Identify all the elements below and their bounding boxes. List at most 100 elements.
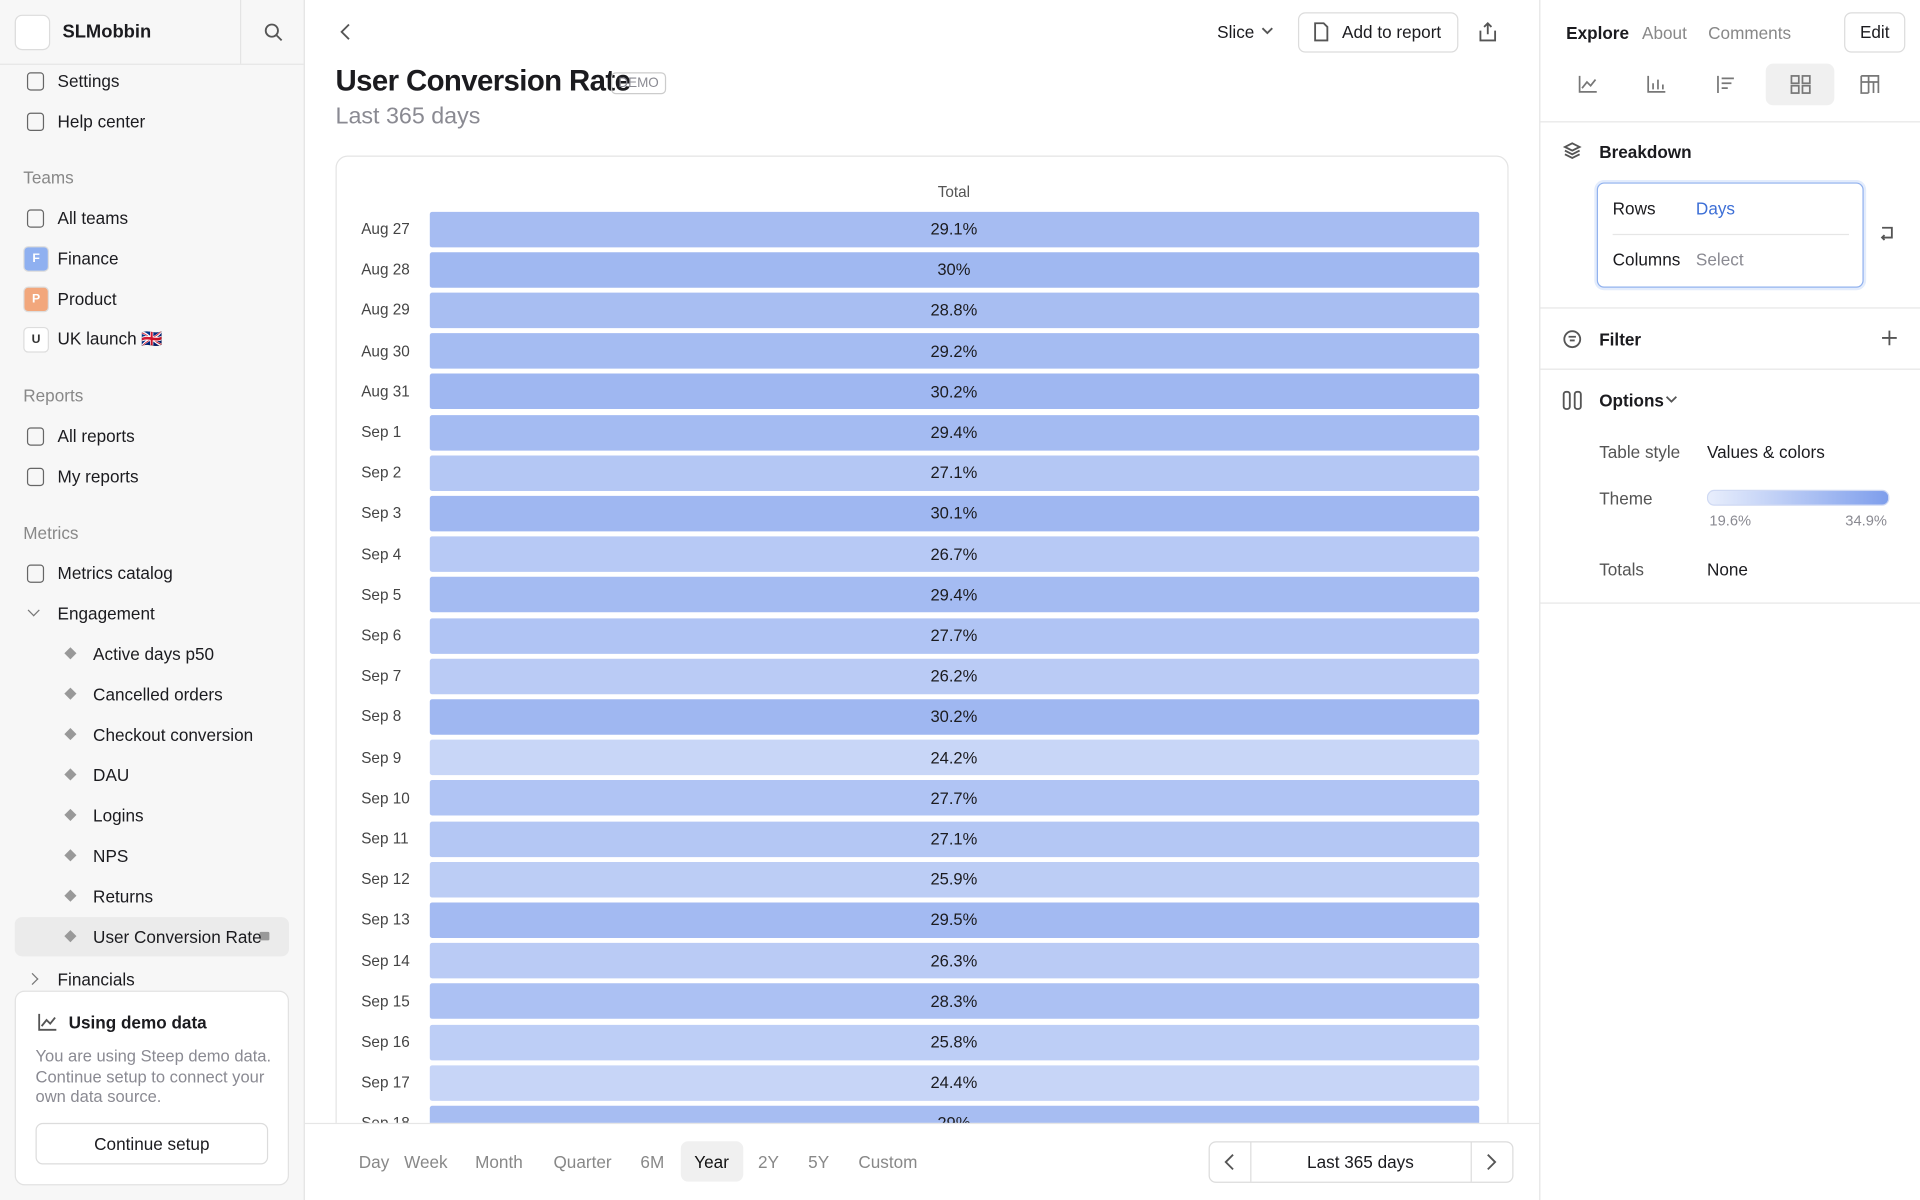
slice-dropdown[interactable]: Slice [1217, 22, 1255, 42]
workspace-icon[interactable] [14, 14, 51, 51]
range-option[interactable]: Quarter [553, 1152, 612, 1172]
chart-icon [38, 1013, 57, 1031]
add-filter[interactable] [1881, 329, 1898, 346]
metric-item[interactable]: User Conversion Rate [93, 926, 262, 947]
row-date: Sep 18 [361, 1115, 410, 1123]
nav-item[interactable]: Help center [57, 111, 146, 132]
row-date: Sep 17 [361, 1074, 410, 1092]
theme-gradient[interactable] [1706, 489, 1890, 506]
layers-icon [1562, 142, 1582, 159]
row-date: Sep 11 [361, 830, 409, 848]
demo-text: You are using Steep demo data. Continue … [35, 1046, 272, 1106]
nav-item[interactable]: UK launch 🇬🇧 [57, 328, 163, 349]
prev-icon[interactable] [1222, 1152, 1237, 1172]
heat-cell [429, 333, 1480, 369]
period-label[interactable]: Last 365 days [1307, 1152, 1414, 1172]
heat-cell [429, 211, 1480, 247]
totals-value[interactable]: None [1706, 559, 1748, 580]
row-date: Sep 14 [361, 952, 410, 970]
nav-item[interactable]: My reports [57, 466, 139, 487]
nav-icon [26, 564, 45, 583]
range-option[interactable]: 5Y [808, 1152, 830, 1172]
share-icon[interactable] [1478, 21, 1498, 43]
row-date: Sep 13 [361, 911, 410, 929]
filter-icon [1563, 330, 1582, 349]
rows-label: Rows [1612, 198, 1656, 218]
cell-value: 25.8% [930, 1032, 978, 1052]
row-date: Sep 1 [361, 423, 402, 441]
options-label[interactable]: Options [1599, 390, 1664, 411]
rows-value[interactable]: Days [1695, 198, 1736, 218]
main: Slice Add to report User Conversion Rate… [305, 0, 1539, 1123]
row-date: Sep 16 [361, 1033, 410, 1051]
back-icon[interactable] [337, 22, 354, 42]
tab[interactable]: About [1642, 23, 1687, 43]
metric-item[interactable]: Checkout conversion [93, 724, 254, 745]
right-panel: Explore About Comments Edit Breakdown Rows… [1539, 0, 1920, 1200]
nav-item[interactable]: Finance [57, 248, 119, 269]
range-option[interactable]: 6M [640, 1152, 665, 1172]
tab[interactable]: Comments [1708, 23, 1792, 43]
edit-button[interactable]: Edit [1844, 12, 1906, 53]
swap-icon[interactable] [1877, 224, 1897, 244]
cell-value: 27.1% [930, 463, 978, 483]
section-title: Metrics [23, 522, 79, 543]
filter-label: Filter [1599, 329, 1642, 349]
nav-group[interactable]: Engagement [57, 603, 155, 624]
nav-item[interactable]: All teams [57, 208, 129, 228]
nav-item[interactable]: Settings [57, 71, 120, 91]
range-option[interactable]: Year [694, 1152, 729, 1172]
heat-cell [429, 577, 1480, 613]
row-date: Sep 7 [361, 667, 402, 685]
heat-cell [429, 455, 1480, 491]
cell-value: 28.3% [930, 992, 978, 1011]
range-option[interactable]: Custom [858, 1152, 918, 1172]
metric-item[interactable]: Returns [93, 886, 154, 907]
divider [1540, 307, 1920, 309]
continue-button[interactable]: Continue setup [35, 1122, 269, 1165]
heat-cell [429, 1024, 1480, 1060]
range-option[interactable]: Month [475, 1152, 523, 1172]
bullet [64, 808, 77, 821]
add-to-report[interactable] [1297, 12, 1459, 53]
metric-item[interactable]: Cancelled orders [93, 684, 223, 705]
title: User Conversion Rate [335, 64, 631, 98]
cell-value: 24.4% [930, 1073, 978, 1092]
nav-icon [26, 72, 45, 91]
heat-cell [429, 821, 1480, 857]
nav-item[interactable]: Product [57, 288, 117, 309]
tab[interactable]: Explore [1566, 23, 1630, 43]
team-badge: U [23, 326, 49, 353]
theme-min: 19.6% [1709, 511, 1752, 529]
breakdown-box[interactable] [1596, 182, 1864, 288]
metric-item[interactable]: Active days p50 [93, 644, 215, 664]
range-option[interactable]: 2Y [757, 1152, 779, 1172]
divider [304, 1122, 1540, 1125]
next-icon[interactable] [1484, 1152, 1499, 1172]
metric-item[interactable]: Logins [93, 805, 144, 826]
range-option[interactable]: Week [404, 1152, 448, 1172]
table-style-label: Table style [1599, 442, 1681, 462]
cell-value: 26.7% [930, 545, 978, 564]
workspace-name[interactable]: SLMobbin [62, 21, 152, 43]
nav-item[interactable]: Metrics catalog [57, 563, 173, 583]
heat-cell [429, 658, 1480, 694]
search-icon[interactable] [263, 22, 285, 44]
breakdown-label: Breakdown [1599, 142, 1692, 162]
theme-max: 34.9% [1845, 511, 1887, 529]
nav-icon [26, 209, 45, 228]
add-to-report-label[interactable]: Add to report [1342, 22, 1442, 42]
cell-value: 27.7% [930, 788, 978, 808]
nav-item[interactable]: All reports [57, 426, 135, 446]
table-style-value[interactable]: Values & colors [1706, 442, 1825, 462]
columns-value[interactable]: Select [1695, 249, 1744, 270]
metric-item[interactable]: DAU [93, 765, 130, 785]
heat-cell [429, 617, 1480, 654]
totals-label: Totals [1599, 559, 1644, 580]
heat-cell [429, 739, 1480, 776]
range-option[interactable]: Day [358, 1152, 390, 1172]
nav-group[interactable]: Financials [57, 969, 135, 990]
metric-item[interactable]: NPS [93, 846, 129, 866]
view-icons[interactable] [1577, 73, 1883, 95]
